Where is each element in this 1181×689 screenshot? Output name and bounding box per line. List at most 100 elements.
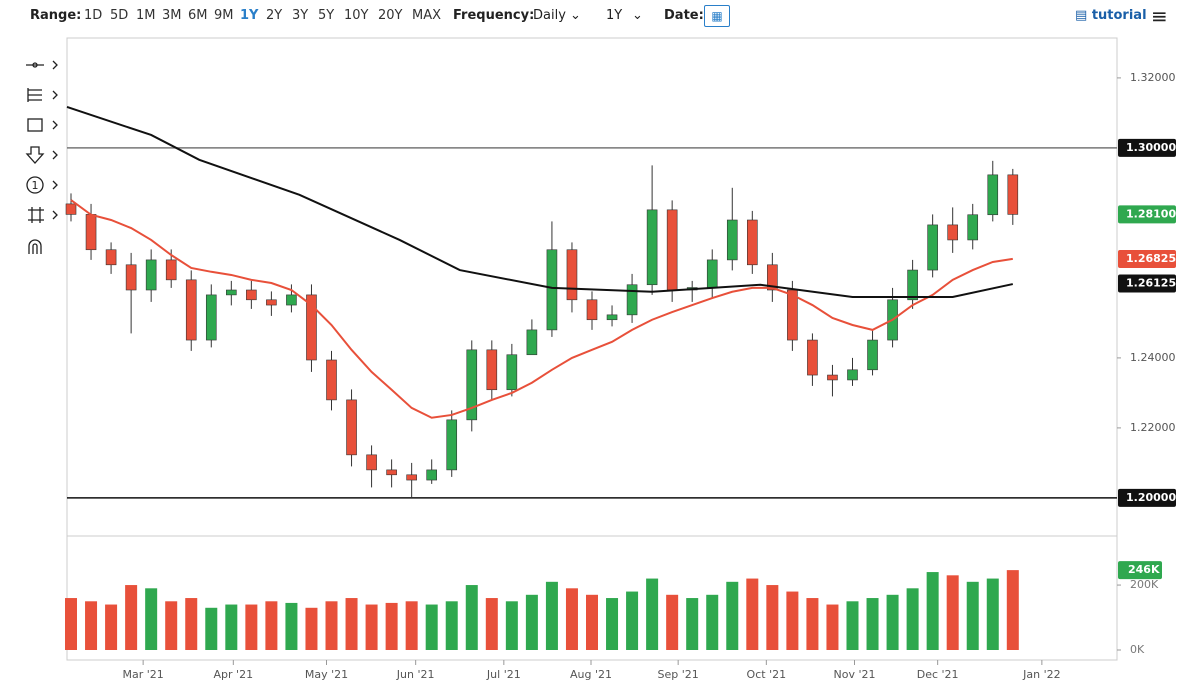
volume-bar — [906, 588, 919, 650]
tool-line[interactable] — [26, 60, 58, 70]
y-tick-label: 1.22000 — [1130, 421, 1176, 434]
range-button[interactable]: 3M — [162, 8, 182, 23]
range-button[interactable]: MAX — [412, 8, 442, 23]
candle-body — [406, 474, 417, 481]
tool-measure[interactable] — [28, 207, 58, 223]
range-button[interactable]: 9M — [214, 8, 234, 23]
dropdown-arrow[interactable]: ⌄ — [632, 8, 643, 23]
volume-bar — [706, 594, 719, 650]
range-button[interactable]: 5Y — [318, 8, 335, 23]
tutorial-link[interactable]: ▤ tutorial — [1075, 8, 1147, 23]
volume-bar — [525, 594, 538, 650]
volume-bar — [586, 594, 598, 650]
range-button[interactable]: 2Y — [266, 8, 283, 23]
range-button[interactable]: 1Y — [240, 8, 259, 23]
volume-bar — [325, 601, 338, 650]
volume-bar — [806, 598, 819, 650]
volume-bar — [345, 598, 358, 650]
candle-body — [426, 469, 437, 481]
range-button[interactable]: 3Y — [292, 8, 309, 23]
volume-bar — [185, 598, 198, 650]
level-label-box — [1118, 138, 1176, 157]
period-select[interactable]: 1Y — [606, 8, 623, 23]
volume-bar — [966, 581, 979, 650]
range-button[interactable]: 10Y — [344, 8, 369, 23]
tool-fib[interactable] — [27, 88, 58, 102]
price-label: 1.26125 — [1126, 277, 1176, 290]
level-label: 1.20000 — [1126, 491, 1176, 504]
candle-body — [246, 289, 257, 301]
dropdown-arrow[interactable]: ⌄ — [570, 8, 581, 23]
volume-bar — [1006, 570, 1019, 650]
x-tick-label: Mar '21 — [123, 668, 164, 681]
tool-shape[interactable] — [27, 118, 58, 132]
volume-label: 246K — [1128, 563, 1160, 576]
volume-bar — [626, 591, 639, 650]
candle-body — [306, 294, 317, 361]
candle-body — [767, 264, 778, 291]
range-button[interactable]: 1D — [84, 8, 103, 23]
candle-body — [446, 419, 458, 471]
x-tick-label: Nov '21 — [834, 668, 876, 681]
volume-bar — [686, 598, 699, 650]
tutorial-text: tutorial — [1091, 8, 1147, 23]
candle-body — [286, 294, 297, 306]
volume-bar — [365, 604, 378, 650]
plot-frame — [66, 37, 1118, 661]
range-button[interactable]: 6M — [188, 8, 208, 23]
candle-body — [165, 259, 177, 281]
candle-body — [546, 249, 558, 331]
volume-bar — [866, 598, 879, 650]
volume-bar — [465, 585, 478, 650]
drawing-tools: 1 — [25, 60, 58, 254]
candle-body — [346, 399, 357, 456]
volume-bar — [886, 594, 899, 650]
candle-body — [867, 339, 878, 371]
volume-bar — [65, 598, 78, 650]
volume-bar — [145, 588, 158, 650]
candle-body — [65, 203, 77, 215]
tool-annotate[interactable]: 1 — [26, 176, 58, 194]
x-tick-label: May '21 — [305, 668, 348, 681]
volume-bar — [786, 591, 799, 650]
calendar-button[interactable]: ▦ — [704, 5, 730, 27]
volume-bar — [425, 604, 438, 650]
candle-body — [947, 224, 958, 241]
volume-label-box — [1118, 561, 1162, 580]
candle-body — [85, 214, 97, 251]
frequency-label: Frequency: — [453, 8, 535, 23]
price-label-box — [1118, 250, 1176, 269]
x-tick-label: Oct '21 — [747, 668, 787, 681]
volume-bar — [926, 572, 939, 650]
candle-body — [326, 359, 337, 401]
range-button[interactable]: 20Y — [378, 8, 403, 23]
y-tick-label: 1.24000 — [1130, 351, 1176, 364]
range-button[interactable]: 5D — [110, 8, 129, 23]
candle-body — [145, 259, 157, 291]
frequency-select[interactable]: Daily — [533, 8, 566, 23]
x-tick-label: Dec '21 — [917, 668, 959, 681]
menu-button[interactable]: ≡ — [1151, 4, 1168, 28]
tool-magnet[interactable] — [28, 239, 42, 254]
volume-bar — [125, 585, 138, 650]
volume-bar — [165, 601, 178, 650]
candle-body — [506, 354, 518, 391]
volume-bar — [485, 598, 498, 650]
candle-body — [967, 214, 979, 241]
volume-bar — [646, 578, 659, 650]
tool-arrow[interactable] — [25, 146, 58, 164]
candle-body — [386, 469, 397, 476]
x-tick-label: Aug '21 — [570, 668, 612, 681]
volume-bar — [746, 578, 759, 650]
range-button[interactable]: 1M — [136, 8, 156, 23]
toolbar: Range: 1D 5D 1M 3M 6M 9M 1Y 2Y 3Y 5Y 10Y 20Y MAX Fre… — [0, 0, 1181, 34]
candle-body — [807, 339, 818, 376]
volume-bar — [505, 601, 518, 650]
price-label: 1.26825 — [1126, 252, 1176, 265]
candle-body — [266, 299, 277, 306]
candle-body — [646, 209, 658, 286]
volume-bar — [285, 602, 298, 650]
candle-body — [706, 259, 718, 288]
candle-body — [486, 349, 498, 391]
